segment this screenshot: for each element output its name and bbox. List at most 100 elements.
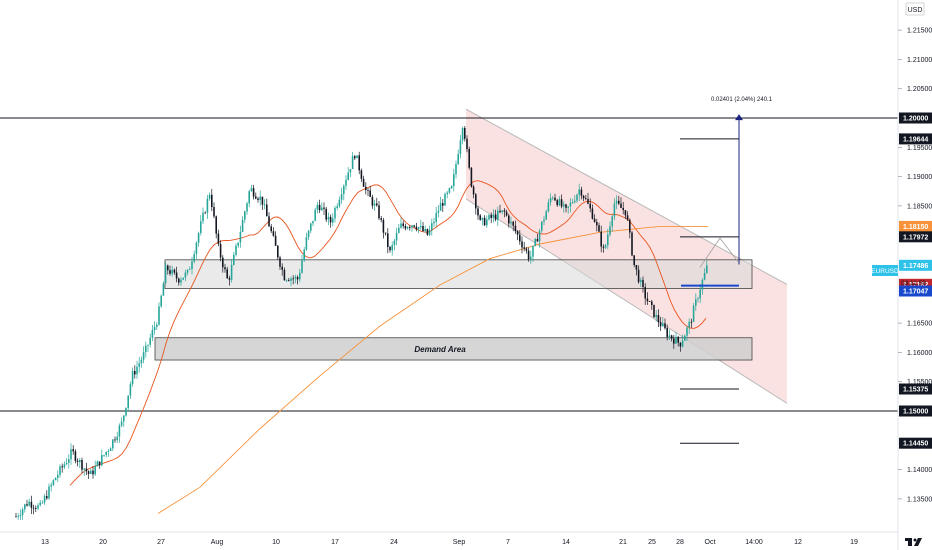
candle-body-75 <box>180 279 182 283</box>
candle-body-199 <box>453 174 455 187</box>
measure-label: 0.02401 (2.04%) 240.1 <box>711 97 773 103</box>
candle-body-187 <box>426 229 429 235</box>
candle-body-290 <box>653 304 655 317</box>
candle-body-74 <box>178 278 180 283</box>
candle-body-212 <box>481 217 484 220</box>
xtick-label-5: 17 <box>331 539 339 546</box>
candle-body-51 <box>127 395 129 408</box>
candle-body-65 <box>158 306 160 325</box>
candle-body-165 <box>378 205 380 219</box>
candle-body-68 <box>164 265 167 284</box>
candle-body-263 <box>593 218 596 222</box>
candle-body-118 <box>274 235 277 246</box>
candle-body-238 <box>538 230 541 242</box>
candle-body-255 <box>576 194 578 201</box>
candle-body-204 <box>464 128 466 139</box>
candle-body-230 <box>521 241 523 248</box>
tradingview-logo-icon <box>905 538 912 546</box>
ytick-label-7: 1.16000 <box>907 350 932 357</box>
candle-body-218 <box>494 214 497 220</box>
price-tag-label-7: 1.15375 <box>903 387 928 394</box>
candle-body-18 <box>54 477 57 481</box>
candle-body-103 <box>241 219 244 232</box>
candle-body-127 <box>294 277 297 279</box>
candle-body-62 <box>151 330 154 338</box>
candle-body-94 <box>222 257 224 268</box>
candle-body-150 <box>345 179 347 186</box>
candle-body-297 <box>668 335 671 337</box>
xtick-label-2: 27 <box>157 539 165 546</box>
xtick-label-7: Sep <box>453 539 466 546</box>
price-tag-label-0: 1.20000 <box>903 116 928 123</box>
candle-body-113 <box>263 204 266 206</box>
candle-body-267 <box>602 246 605 248</box>
candle-body-288 <box>648 301 651 302</box>
candle-body-222 <box>503 210 506 212</box>
candle-body-183 <box>417 227 420 230</box>
candle-body-172 <box>393 240 396 246</box>
price-tag-label-6: 1.17047 <box>903 289 928 296</box>
candle-body-100 <box>235 245 237 255</box>
candle-body-221 <box>501 210 503 213</box>
candle-body-274 <box>618 200 620 204</box>
candle-body-259 <box>585 198 587 199</box>
xtick-label-13: Oct <box>705 539 716 546</box>
candle-body-228 <box>516 231 519 235</box>
candle-body-147 <box>338 199 341 207</box>
candle-body-229 <box>519 234 521 242</box>
candle-body-273 <box>615 200 618 204</box>
candle-body-66 <box>160 295 162 307</box>
candle-body-137 <box>316 204 319 210</box>
candle-body-143 <box>329 216 332 223</box>
candle-body-185 <box>422 226 424 231</box>
candle-body-110 <box>257 198 259 200</box>
candle-body-254 <box>574 200 576 203</box>
candle-body-179 <box>409 227 411 228</box>
candle-body-136 <box>314 209 316 221</box>
candle-body-83 <box>197 233 200 243</box>
candle-body-44 <box>112 439 114 449</box>
candle-body-164 <box>376 203 378 206</box>
candle-body-111 <box>259 196 261 200</box>
candle-body-225 <box>510 221 512 224</box>
candle-body-124 <box>288 280 290 281</box>
candle-body-38 <box>98 461 101 466</box>
candle-body-305 <box>686 327 688 336</box>
candle-body-35 <box>92 470 94 475</box>
candle-body-251 <box>567 206 569 208</box>
candle-body-153 <box>351 156 354 169</box>
currency-label: USD <box>908 7 923 14</box>
candle-body-16 <box>50 484 52 487</box>
price-tag-label-3: 1.17972 <box>903 234 928 241</box>
price-tag-3 <box>899 231 932 243</box>
candle-body-86 <box>204 212 206 214</box>
candle-body-209 <box>475 194 477 209</box>
candle-body-194 <box>442 203 444 206</box>
candle-body-207 <box>470 167 473 187</box>
candle-body-307 <box>690 321 693 323</box>
candles <box>15 126 708 521</box>
ytick-label-10: 1.13500 <box>907 496 932 503</box>
candle-body-29 <box>79 460 81 462</box>
candle-body-15 <box>48 486 50 499</box>
candle-body-3 <box>21 509 24 516</box>
candle-body-60 <box>147 344 149 346</box>
candle-body-85 <box>202 212 204 222</box>
candle-body-299 <box>673 338 675 344</box>
candle-body-27 <box>74 451 77 461</box>
candle-body-289 <box>651 301 653 305</box>
candle-body-105 <box>246 203 248 212</box>
symbol-tag <box>872 265 898 276</box>
candle-body-200 <box>455 164 457 175</box>
candle-body-70 <box>169 270 171 274</box>
candle-body-234 <box>530 256 532 260</box>
candle-body-80 <box>191 261 193 269</box>
candle-body-57 <box>140 359 143 364</box>
candle-body-151 <box>347 172 349 180</box>
candle-body-235 <box>532 245 534 257</box>
candle-body-208 <box>472 186 475 195</box>
xtick-label-11: 25 <box>648 539 656 546</box>
candle-body-257 <box>580 189 583 196</box>
candle-body-277 <box>624 210 627 216</box>
